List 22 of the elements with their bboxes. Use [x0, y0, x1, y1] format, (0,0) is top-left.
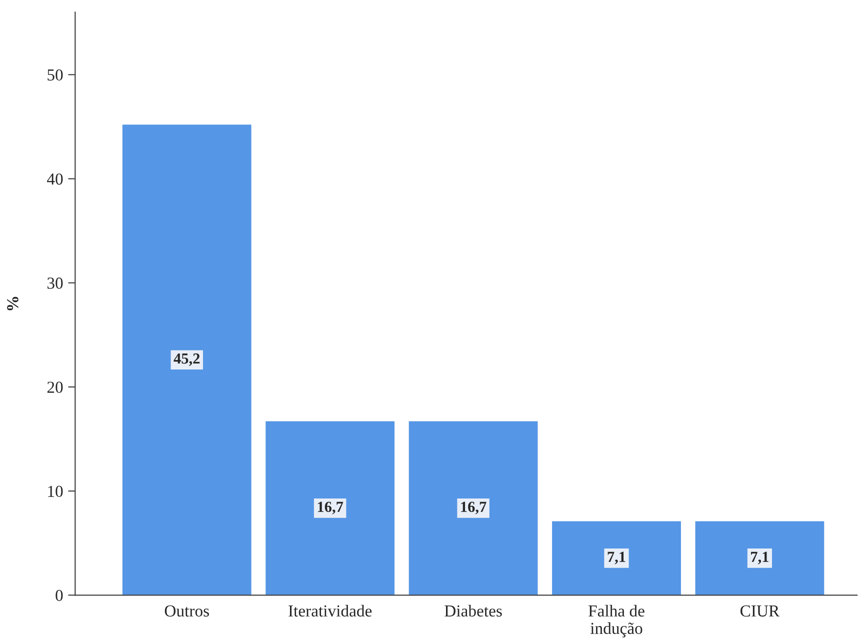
bar	[408, 421, 538, 596]
y-axis-title: %	[7, 296, 18, 310]
x-tick-label: Iteratividade	[288, 604, 372, 617]
bar	[695, 521, 824, 596]
bar	[266, 421, 395, 596]
y-tick-label: 40	[47, 173, 63, 185]
bar	[122, 124, 252, 596]
y-tick-label: 10	[48, 486, 63, 497]
x-tick-label: Falha de indução	[588, 604, 644, 638]
bar	[552, 521, 681, 596]
data-label: 16,7	[318, 502, 344, 514]
data-label: 16,7	[461, 502, 486, 514]
x-tick-label: Diabetes	[444, 604, 502, 617]
x-tick-label: CIUR	[740, 605, 780, 617]
data-label: 7,1	[608, 552, 626, 564]
data-label: 7,1	[751, 552, 768, 564]
y-tick-label: 0	[56, 590, 63, 602]
y-tick-label: 20	[47, 382, 63, 393]
y-tick-label: 50	[48, 69, 63, 81]
y-tick-label: 30	[47, 278, 63, 289]
x-tick-label: Outros	[164, 605, 209, 617]
data-label: 45,2	[174, 353, 200, 366]
